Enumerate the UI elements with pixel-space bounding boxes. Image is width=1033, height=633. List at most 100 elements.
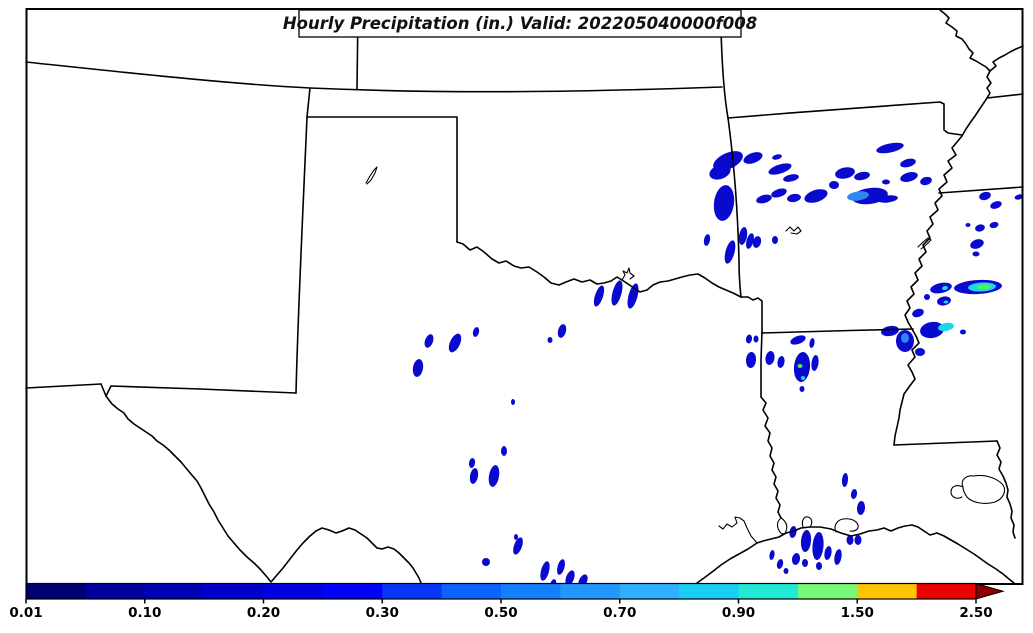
precip-cell bbox=[990, 201, 1002, 209]
precip-cell bbox=[482, 558, 490, 566]
border-nm-tx-32n bbox=[100, 383, 297, 397]
colorbar-segment bbox=[204, 583, 265, 599]
precip-cell bbox=[488, 465, 500, 487]
border-red-river bbox=[456, 241, 742, 298]
border-mo-ar-bootheel bbox=[727, 101, 963, 136]
colorbar-segment bbox=[144, 583, 205, 599]
precip-cell bbox=[746, 233, 754, 249]
colorbar-segment bbox=[263, 583, 324, 599]
precip-cell bbox=[472, 327, 480, 337]
border-ok-ar bbox=[727, 117, 742, 298]
precip-cell bbox=[900, 158, 916, 168]
border-lat37 bbox=[25, 61, 723, 93]
precip-cell bbox=[972, 251, 980, 257]
border-nm-mexico bbox=[25, 383, 102, 389]
precip-cell bbox=[777, 356, 785, 368]
precip-cell bbox=[834, 549, 842, 565]
precip-cell bbox=[901, 333, 909, 343]
precip-cell bbox=[501, 446, 507, 456]
colorbar-segment bbox=[619, 583, 680, 599]
lake-pontchartrain bbox=[961, 474, 1006, 504]
precip-cell bbox=[937, 296, 951, 306]
border-ky-tn bbox=[986, 93, 1024, 99]
precip-cell bbox=[965, 223, 971, 227]
lake-dardanelle bbox=[917, 237, 932, 250]
precipitation-blobs bbox=[412, 142, 1024, 591]
precip-cell bbox=[801, 376, 805, 380]
border-tx-la-sabine bbox=[760, 331, 782, 519]
precip-cell bbox=[791, 553, 801, 565]
precip-cell bbox=[511, 399, 515, 405]
colorbar-segment bbox=[679, 583, 740, 599]
precip-cell bbox=[513, 537, 523, 555]
precip-cell bbox=[738, 227, 748, 245]
precip-cell bbox=[797, 364, 803, 368]
border-tn-ms bbox=[938, 186, 1024, 194]
border-nm-tx-west bbox=[295, 116, 308, 394]
colorbar-tick-label: 0.50 bbox=[484, 605, 517, 621]
colorbar-segment bbox=[857, 583, 918, 599]
precip-cell bbox=[769, 550, 775, 560]
ohio-river bbox=[989, 45, 1024, 72]
precip-cell bbox=[799, 386, 805, 392]
precip-cell bbox=[816, 562, 822, 570]
colorbar-arrow bbox=[975, 582, 1005, 600]
precip-cell bbox=[975, 224, 985, 232]
precip-cell bbox=[977, 284, 991, 290]
lake-maurepas bbox=[950, 485, 964, 499]
precip-cell bbox=[835, 167, 855, 179]
precip-cell bbox=[772, 154, 782, 160]
colorbar-segment bbox=[560, 583, 621, 599]
precip-cell bbox=[989, 221, 999, 229]
precip-cell bbox=[930, 282, 952, 294]
colorbar-segment bbox=[85, 583, 146, 599]
galveston-bay bbox=[718, 516, 758, 544]
colorbar-segment bbox=[738, 583, 799, 599]
precip-cell bbox=[787, 193, 801, 203]
colorbar-segment bbox=[501, 583, 561, 599]
colorbar-tick-label: 2.50 bbox=[959, 605, 992, 621]
precip-cell bbox=[942, 285, 948, 291]
colorbar-tick-label: 0.10 bbox=[128, 605, 161, 621]
precip-cell bbox=[970, 239, 984, 249]
precip-cell bbox=[776, 559, 784, 569]
precip-cell bbox=[790, 335, 806, 345]
precip-cell bbox=[912, 308, 924, 318]
precip-cell bbox=[854, 535, 862, 545]
title-box: Hourly Precipitation (in.) Valid: 202205… bbox=[283, 9, 757, 38]
border-ks-mo bbox=[720, 29, 729, 119]
precip-cell bbox=[709, 164, 731, 180]
precip-cell bbox=[800, 530, 812, 552]
precip-cell bbox=[783, 568, 789, 574]
precip-cell bbox=[514, 534, 518, 540]
precip-cell bbox=[882, 179, 890, 185]
precip-cell bbox=[979, 191, 991, 201]
precip-cell bbox=[841, 473, 849, 487]
precip-cell bbox=[881, 325, 899, 337]
state-borders bbox=[25, 8, 1024, 584]
title-box-background bbox=[298, 9, 742, 38]
precip-cell bbox=[611, 280, 623, 306]
precip-cell bbox=[943, 300, 949, 304]
precip-cell bbox=[557, 324, 567, 338]
precip-cell bbox=[771, 188, 787, 198]
colorbar-tick-label: 0.01 bbox=[9, 605, 42, 621]
precip-cell bbox=[756, 194, 772, 204]
precip-cell bbox=[876, 142, 904, 154]
colorbar-segment bbox=[441, 583, 502, 599]
colorbar-tick-label: 0.90 bbox=[722, 605, 755, 621]
precip-cell bbox=[753, 335, 759, 343]
rio-grande bbox=[105, 395, 422, 584]
sabine-lake bbox=[776, 517, 788, 535]
la-coast bbox=[785, 524, 1015, 584]
colorbar: 0.01 0.10 0.20 0.30 0.50 0.70 0.90 1.50 2.50 bbox=[9, 582, 1005, 621]
precip-cell bbox=[824, 546, 832, 560]
colorbar-tick-label: 0.30 bbox=[366, 605, 399, 621]
precip-cell bbox=[924, 294, 930, 300]
precip-cell bbox=[812, 532, 824, 560]
pearl-river bbox=[996, 440, 1016, 539]
precip-cell bbox=[412, 359, 424, 377]
precip-cell bbox=[593, 285, 605, 307]
colorbar-segment bbox=[797, 583, 858, 599]
